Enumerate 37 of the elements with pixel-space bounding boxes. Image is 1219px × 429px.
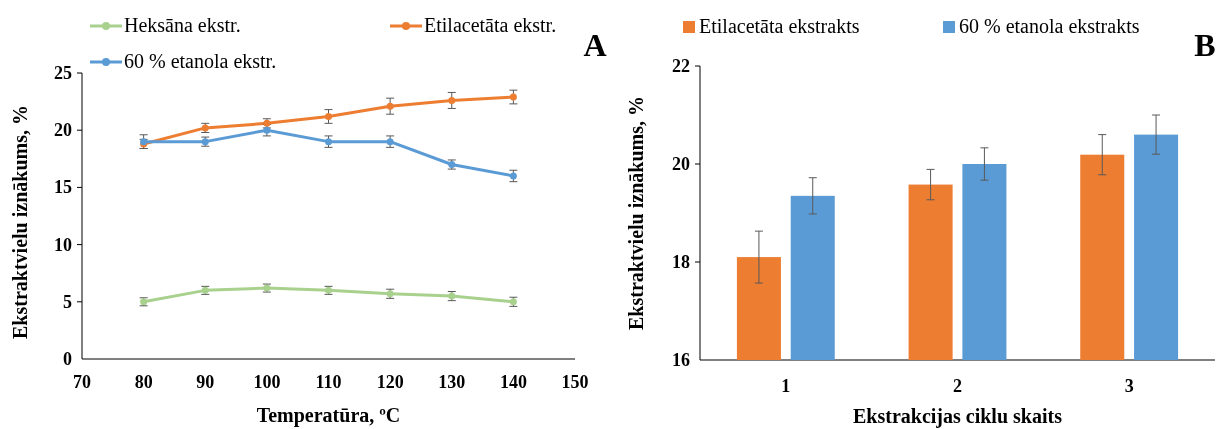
x-tick-label: 3: [1124, 376, 1134, 396]
legend-label: Etilacetāta ekstrakts: [699, 15, 860, 37]
x-axis-title: Temperatūra, ºC: [256, 404, 401, 427]
y-tick-label: 18: [672, 252, 690, 272]
x-tick-label: 70: [73, 372, 91, 392]
y-tick-label: 15: [54, 177, 72, 198]
x-tick-label: 80: [134, 372, 153, 392]
point: [325, 112, 332, 120]
y-tick-label: 25: [54, 63, 72, 83]
chart-title: A: [583, 27, 607, 63]
point: [386, 102, 394, 110]
y-tick-label: 0: [63, 349, 72, 369]
x-tick-label: 130: [438, 372, 466, 392]
y-tick-label: 5: [63, 291, 72, 312]
x-tick-label: 140: [499, 372, 527, 392]
legend-label: Etilacetāta ekstr.: [424, 14, 557, 36]
y-axis-title: Ekstraktvielu iznākums, %: [625, 96, 647, 330]
x-tick-label: 120: [376, 372, 404, 392]
point: [509, 93, 517, 101]
x-axis-title: Ekstrakcijas ciklu skaits: [853, 405, 1063, 428]
y-tick-label: 20: [54, 120, 72, 141]
legend-label: 60 % etanola ekstr.: [124, 50, 277, 72]
x-tick-label: 1: [781, 376, 791, 396]
x-tick-label: 100: [253, 372, 281, 392]
y-axis-title: Ekstraktvielu iznākums, %: [9, 105, 31, 339]
x-tick-label: 90: [196, 372, 215, 392]
y-tick-label: 10: [54, 234, 72, 255]
x-tick-label: 2: [953, 376, 962, 396]
x-tick-label: 110: [315, 372, 342, 392]
y-tick-label: 16: [672, 350, 690, 370]
point: [448, 96, 456, 104]
chart-title: B: [1194, 27, 1216, 63]
legend-label: 60 % etanola ekstrakts: [959, 15, 1140, 37]
y-tick-label: 20: [672, 154, 690, 174]
x-tick-label: 150: [561, 372, 589, 392]
y-tick-label: 22: [672, 56, 690, 76]
legend-label: Heksāna ekstr.: [124, 14, 241, 36]
